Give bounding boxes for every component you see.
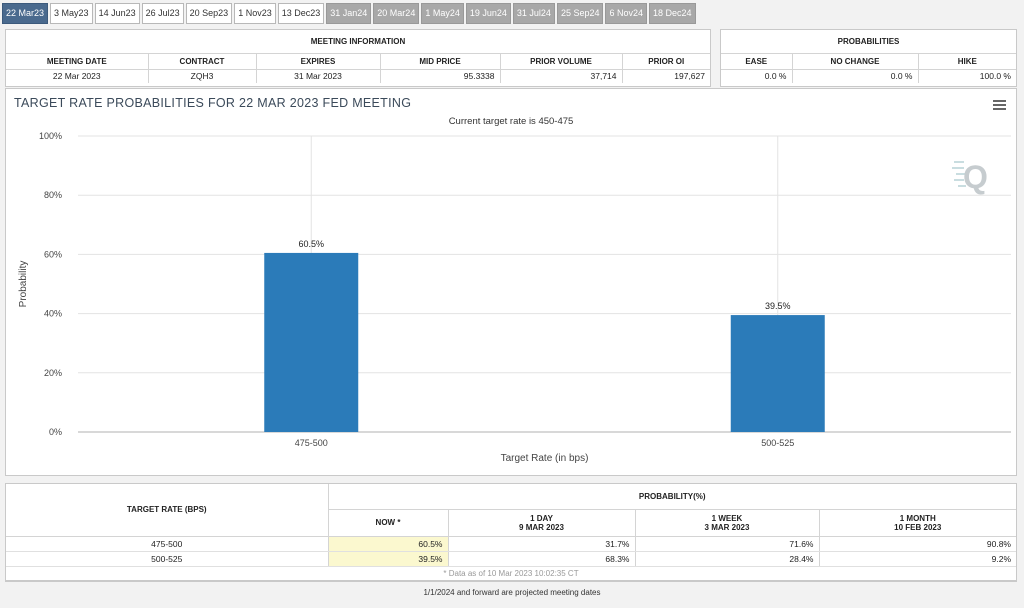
now-prob-cell: 60.5%: [328, 536, 449, 552]
target-rate-cell: 500-525: [6, 551, 329, 567]
prior-volume-value: 37,714: [500, 69, 623, 83]
hike-value: 100.0 %: [979, 71, 1011, 82]
table-row: 500-525 39.5% 68.3% 28.4% 9.2%: [6, 551, 1016, 567]
header-now: NOW *: [328, 509, 449, 537]
svg-text:Q: Q: [963, 159, 988, 195]
meeting-information-title: MEETING INFORMATION: [6, 30, 710, 54]
header-probability-group: PROBABILITY(%): [328, 484, 1016, 510]
meeting-information-table: MEETING DATE CONTRACT EXPIRES MID PRICE …: [6, 54, 710, 83]
one-day-prob-cell: 31.7%: [448, 536, 636, 552]
one-week-prob-cell: 28.4%: [635, 551, 820, 567]
tab-meeting-3[interactable]: 14 Jun23: [94, 3, 140, 24]
header-prior-volume: PRIOR VOLUME: [500, 54, 623, 70]
y-tick-label: 100%: [39, 131, 62, 141]
x-axis-title: Target Rate (in bps): [501, 453, 589, 464]
tab-meeting-7[interactable]: 13 Dec23: [277, 3, 325, 24]
no-change-value: 0.0 %: [792, 69, 919, 83]
chart-subtitle: Current target rate is 450-475: [448, 116, 574, 127]
tab-meeting-4[interactable]: 26 Jul23: [141, 3, 184, 24]
meeting-tabs: 22 Mar23 3 May23 14 Jun23 26 Jul23 20 Sep23 1…: [2, 3, 698, 24]
one-week-prob-cell: 71.6%: [635, 536, 820, 552]
tab-meeting-14[interactable]: 6 Nov24: [605, 3, 648, 24]
target-rate-cell: 475-500: [6, 536, 329, 552]
one-day-prob-cell: 68.3%: [448, 551, 636, 567]
header-1-day: 1 DAY 9 MAR 2023: [448, 509, 636, 537]
header-1-week: 1 WEEK 3 MAR 2023: [635, 509, 820, 537]
tab-meeting-5[interactable]: 20 Sep23: [185, 3, 233, 24]
y-tick-label: 20%: [44, 368, 62, 378]
y-tick-label: 60%: [44, 249, 62, 259]
tab-meeting-10[interactable]: 1 May24: [421, 3, 464, 24]
header-no-change: NO CHANGE: [792, 54, 919, 70]
bar-value-label: 39.5%: [765, 301, 791, 311]
header-target-rate: TARGET RATE (BPS): [6, 484, 329, 537]
tab-meeting-15[interactable]: 18 Dec24: [649, 3, 696, 24]
header-mid-price: MID PRICE: [380, 54, 501, 70]
probability-history-table: TARGET RATE (BPS) PROBABILITY(%) NOW * 1…: [6, 484, 1016, 567]
x-tick-label: 500-525: [761, 438, 794, 448]
probability-history-panel: TARGET RATE (BPS) PROBABILITY(%) NOW * 1…: [5, 483, 1017, 582]
table-row: 475-500 60.5% 31.7% 71.6% 90.8%: [6, 536, 1016, 552]
chart-menu-icon[interactable]: [993, 100, 1006, 111]
probabilities-table: EASE NO CHANGE HIKE 0.0 % 0.0 % 100.0 %: [721, 54, 1016, 83]
tab-meeting-12[interactable]: 31 Jul24: [512, 3, 555, 24]
header-expires: EXPIRES: [256, 54, 381, 70]
tab-meeting-11[interactable]: 19 Jun24: [465, 3, 511, 24]
bar: [264, 252, 359, 432]
bar: [730, 315, 825, 432]
target-rate-chart: TARGET RATE PROBABILITIES FOR 22 MAR 202…: [5, 88, 1017, 476]
y-tick-label: 40%: [44, 309, 62, 319]
footer-note: 1/1/2024 and forward are projected meeti…: [423, 588, 601, 597]
y-axis-title: Probability: [18, 261, 29, 308]
probabilities-title: PROBABILITIES: [721, 30, 1016, 54]
one-month-prob-cell: 9.2%: [819, 551, 1016, 567]
mid-price-value: 95.3338: [380, 69, 501, 83]
y-tick-label: 0%: [49, 427, 62, 437]
header-ease: EASE: [721, 54, 793, 70]
probabilities-panel: PROBABILITIES EASE NO CHANGE HIKE 0.0 % …: [720, 29, 1017, 87]
one-month-prob-cell: 90.8%: [819, 536, 1016, 552]
prior-oi-value: 197,627: [674, 71, 705, 82]
bar-value-label: 60.5%: [298, 239, 324, 249]
header-contract: CONTRACT: [148, 54, 257, 70]
meeting-date-value: 22 Mar 2023: [6, 69, 149, 83]
header-prior-oi: PRIOR OI: [622, 54, 710, 70]
tab-meeting-2[interactable]: 3 May23: [50, 3, 93, 24]
tab-meeting-9[interactable]: 20 Mar24: [373, 3, 420, 24]
expires-value: 31 Mar 2023: [256, 69, 381, 83]
header-1-month: 1 MONTH 10 FEB 2023: [819, 509, 1016, 537]
chart-plot: 0% 20% 40% 60% 80% 100% 60.5% 475-500 39.5% 500-5…: [18, 131, 1011, 464]
cme-quikstrike-logo-icon: Q: [952, 159, 988, 195]
contract-value: ZQH3: [148, 69, 257, 83]
tab-meeting-1[interactable]: 22 Mar23: [2, 3, 49, 24]
tab-meeting-13[interactable]: 25 Sep24: [556, 3, 604, 24]
tab-meeting-8[interactable]: 31 Jan24: [326, 3, 372, 24]
tab-meeting-6[interactable]: 1 Nov23: [234, 3, 276, 24]
x-tick-label: 475-500: [295, 438, 328, 448]
now-prob-cell: 39.5%: [328, 551, 449, 567]
meeting-information-panel: MEETING INFORMATION MEETING DATE CONTRAC…: [5, 29, 711, 87]
header-hike: HIKE: [918, 54, 1016, 70]
header-meeting-date: MEETING DATE: [6, 54, 149, 70]
ease-value: 0.0 %: [721, 69, 793, 83]
data-timestamp-note: * Data as of 10 Mar 2023 10:02:35 CT: [5, 567, 1017, 581]
y-tick-label: 80%: [44, 190, 62, 200]
chart-title: TARGET RATE PROBABILITIES FOR 22 MAR 202…: [14, 96, 412, 110]
